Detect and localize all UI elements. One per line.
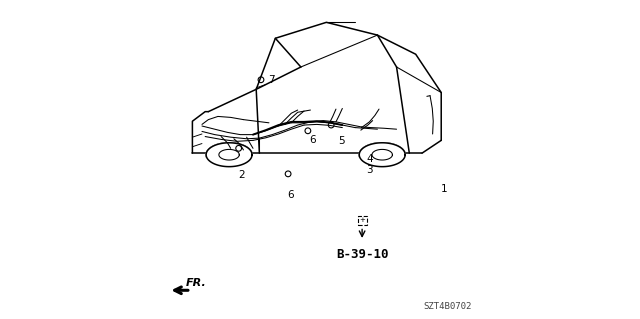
Text: 1: 1	[441, 184, 448, 194]
Text: B-39-10: B-39-10	[336, 248, 388, 261]
Text: SZT4B0702: SZT4B0702	[423, 302, 472, 311]
Text: 5: 5	[339, 136, 345, 146]
Text: 7: 7	[268, 75, 275, 85]
Text: 3: 3	[366, 165, 372, 175]
Text: 6: 6	[287, 190, 294, 200]
Text: 2: 2	[239, 170, 245, 181]
Polygon shape	[206, 143, 252, 167]
Text: 4: 4	[366, 154, 372, 164]
Text: FR.: FR.	[186, 278, 206, 288]
Text: +: +	[359, 218, 365, 223]
Bar	[358, 216, 367, 225]
Text: 6: 6	[310, 135, 316, 145]
Polygon shape	[359, 143, 405, 167]
